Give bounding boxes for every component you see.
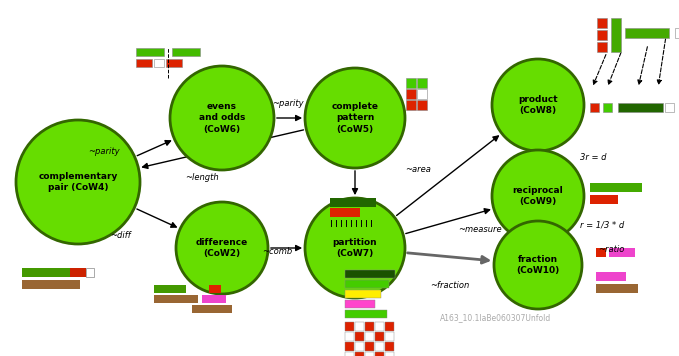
Text: A163_10.1laBe060307Unfold: A163_10.1laBe060307Unfold xyxy=(440,314,551,323)
Bar xyxy=(192,305,232,313)
Bar xyxy=(365,332,374,341)
Bar xyxy=(590,195,618,204)
Bar xyxy=(665,103,674,112)
Bar xyxy=(417,100,427,110)
Ellipse shape xyxy=(176,202,268,294)
Ellipse shape xyxy=(492,59,584,151)
Text: reciprocal
(CoW9): reciprocal (CoW9) xyxy=(513,186,564,206)
Bar xyxy=(375,342,384,351)
Bar xyxy=(385,322,394,331)
Bar xyxy=(86,268,94,277)
Bar xyxy=(136,59,152,67)
Bar xyxy=(154,59,164,67)
Ellipse shape xyxy=(492,150,584,242)
Ellipse shape xyxy=(305,68,405,168)
Text: ~parity: ~parity xyxy=(272,99,304,108)
Bar xyxy=(345,322,354,331)
Bar xyxy=(70,268,86,277)
Bar xyxy=(375,322,384,331)
Text: ~length: ~length xyxy=(185,173,219,183)
Bar xyxy=(345,280,389,288)
Bar xyxy=(22,280,80,289)
Bar xyxy=(385,342,394,351)
Bar xyxy=(385,352,394,356)
Bar xyxy=(625,28,669,38)
Bar xyxy=(365,322,374,331)
Text: complete
pattern
(CoW5): complete pattern (CoW5) xyxy=(331,103,378,134)
Bar xyxy=(417,89,427,99)
Ellipse shape xyxy=(494,221,582,309)
Text: partition
(CoW7): partition (CoW7) xyxy=(333,238,378,258)
Text: evens
and odds
(CoW6): evens and odds (CoW6) xyxy=(199,103,245,134)
Bar xyxy=(590,183,642,192)
Bar xyxy=(406,78,416,88)
Ellipse shape xyxy=(170,66,274,170)
Bar xyxy=(603,103,612,112)
Text: ~measure: ~measure xyxy=(458,225,502,235)
Bar xyxy=(345,270,395,278)
Bar xyxy=(355,352,364,356)
Bar xyxy=(330,208,360,217)
Bar xyxy=(675,28,679,38)
Bar xyxy=(365,342,374,351)
Bar xyxy=(22,268,70,277)
Text: product
(CoW8): product (CoW8) xyxy=(518,95,558,115)
Bar xyxy=(406,89,416,99)
Bar xyxy=(609,248,635,257)
Bar xyxy=(597,18,607,28)
Bar xyxy=(355,342,364,351)
Bar xyxy=(172,48,200,56)
Bar xyxy=(209,285,221,293)
Bar xyxy=(154,295,198,303)
Bar xyxy=(417,78,427,88)
Text: ~parity: ~parity xyxy=(88,147,120,157)
Bar xyxy=(330,198,376,207)
Bar xyxy=(345,300,375,308)
Bar xyxy=(345,352,354,356)
Text: 3r = d: 3r = d xyxy=(580,153,606,162)
Bar xyxy=(166,59,182,67)
Bar xyxy=(136,48,164,56)
Bar xyxy=(385,332,394,341)
Bar xyxy=(154,285,186,293)
Text: r = 1/3 * d: r = 1/3 * d xyxy=(580,221,624,230)
Bar xyxy=(365,352,374,356)
Bar xyxy=(345,332,354,341)
Bar xyxy=(597,30,607,40)
Text: ~area: ~area xyxy=(405,166,431,174)
Text: ~fraction: ~fraction xyxy=(430,281,469,289)
Bar xyxy=(345,342,354,351)
Bar xyxy=(618,103,663,112)
Bar xyxy=(355,322,364,331)
Bar xyxy=(375,332,384,341)
Bar xyxy=(202,295,226,303)
Text: ~comb: ~comb xyxy=(262,247,292,257)
Ellipse shape xyxy=(16,120,140,244)
Text: difference
(CoW2): difference (CoW2) xyxy=(196,238,248,258)
Text: fraction
(CoW10): fraction (CoW10) xyxy=(516,255,559,275)
Ellipse shape xyxy=(305,198,405,298)
Bar xyxy=(597,42,607,52)
Text: complementary
pair (CoW4): complementary pair (CoW4) xyxy=(38,172,117,192)
Bar xyxy=(596,272,626,281)
Bar xyxy=(596,284,638,293)
Bar xyxy=(355,332,364,341)
Bar xyxy=(375,352,384,356)
Bar xyxy=(590,103,599,112)
Bar xyxy=(345,290,381,298)
Bar xyxy=(611,18,621,52)
Bar xyxy=(406,100,416,110)
Text: ~diff: ~diff xyxy=(110,230,131,240)
Bar xyxy=(345,310,387,318)
Text: ~ratio: ~ratio xyxy=(598,245,625,254)
Bar xyxy=(596,248,606,257)
